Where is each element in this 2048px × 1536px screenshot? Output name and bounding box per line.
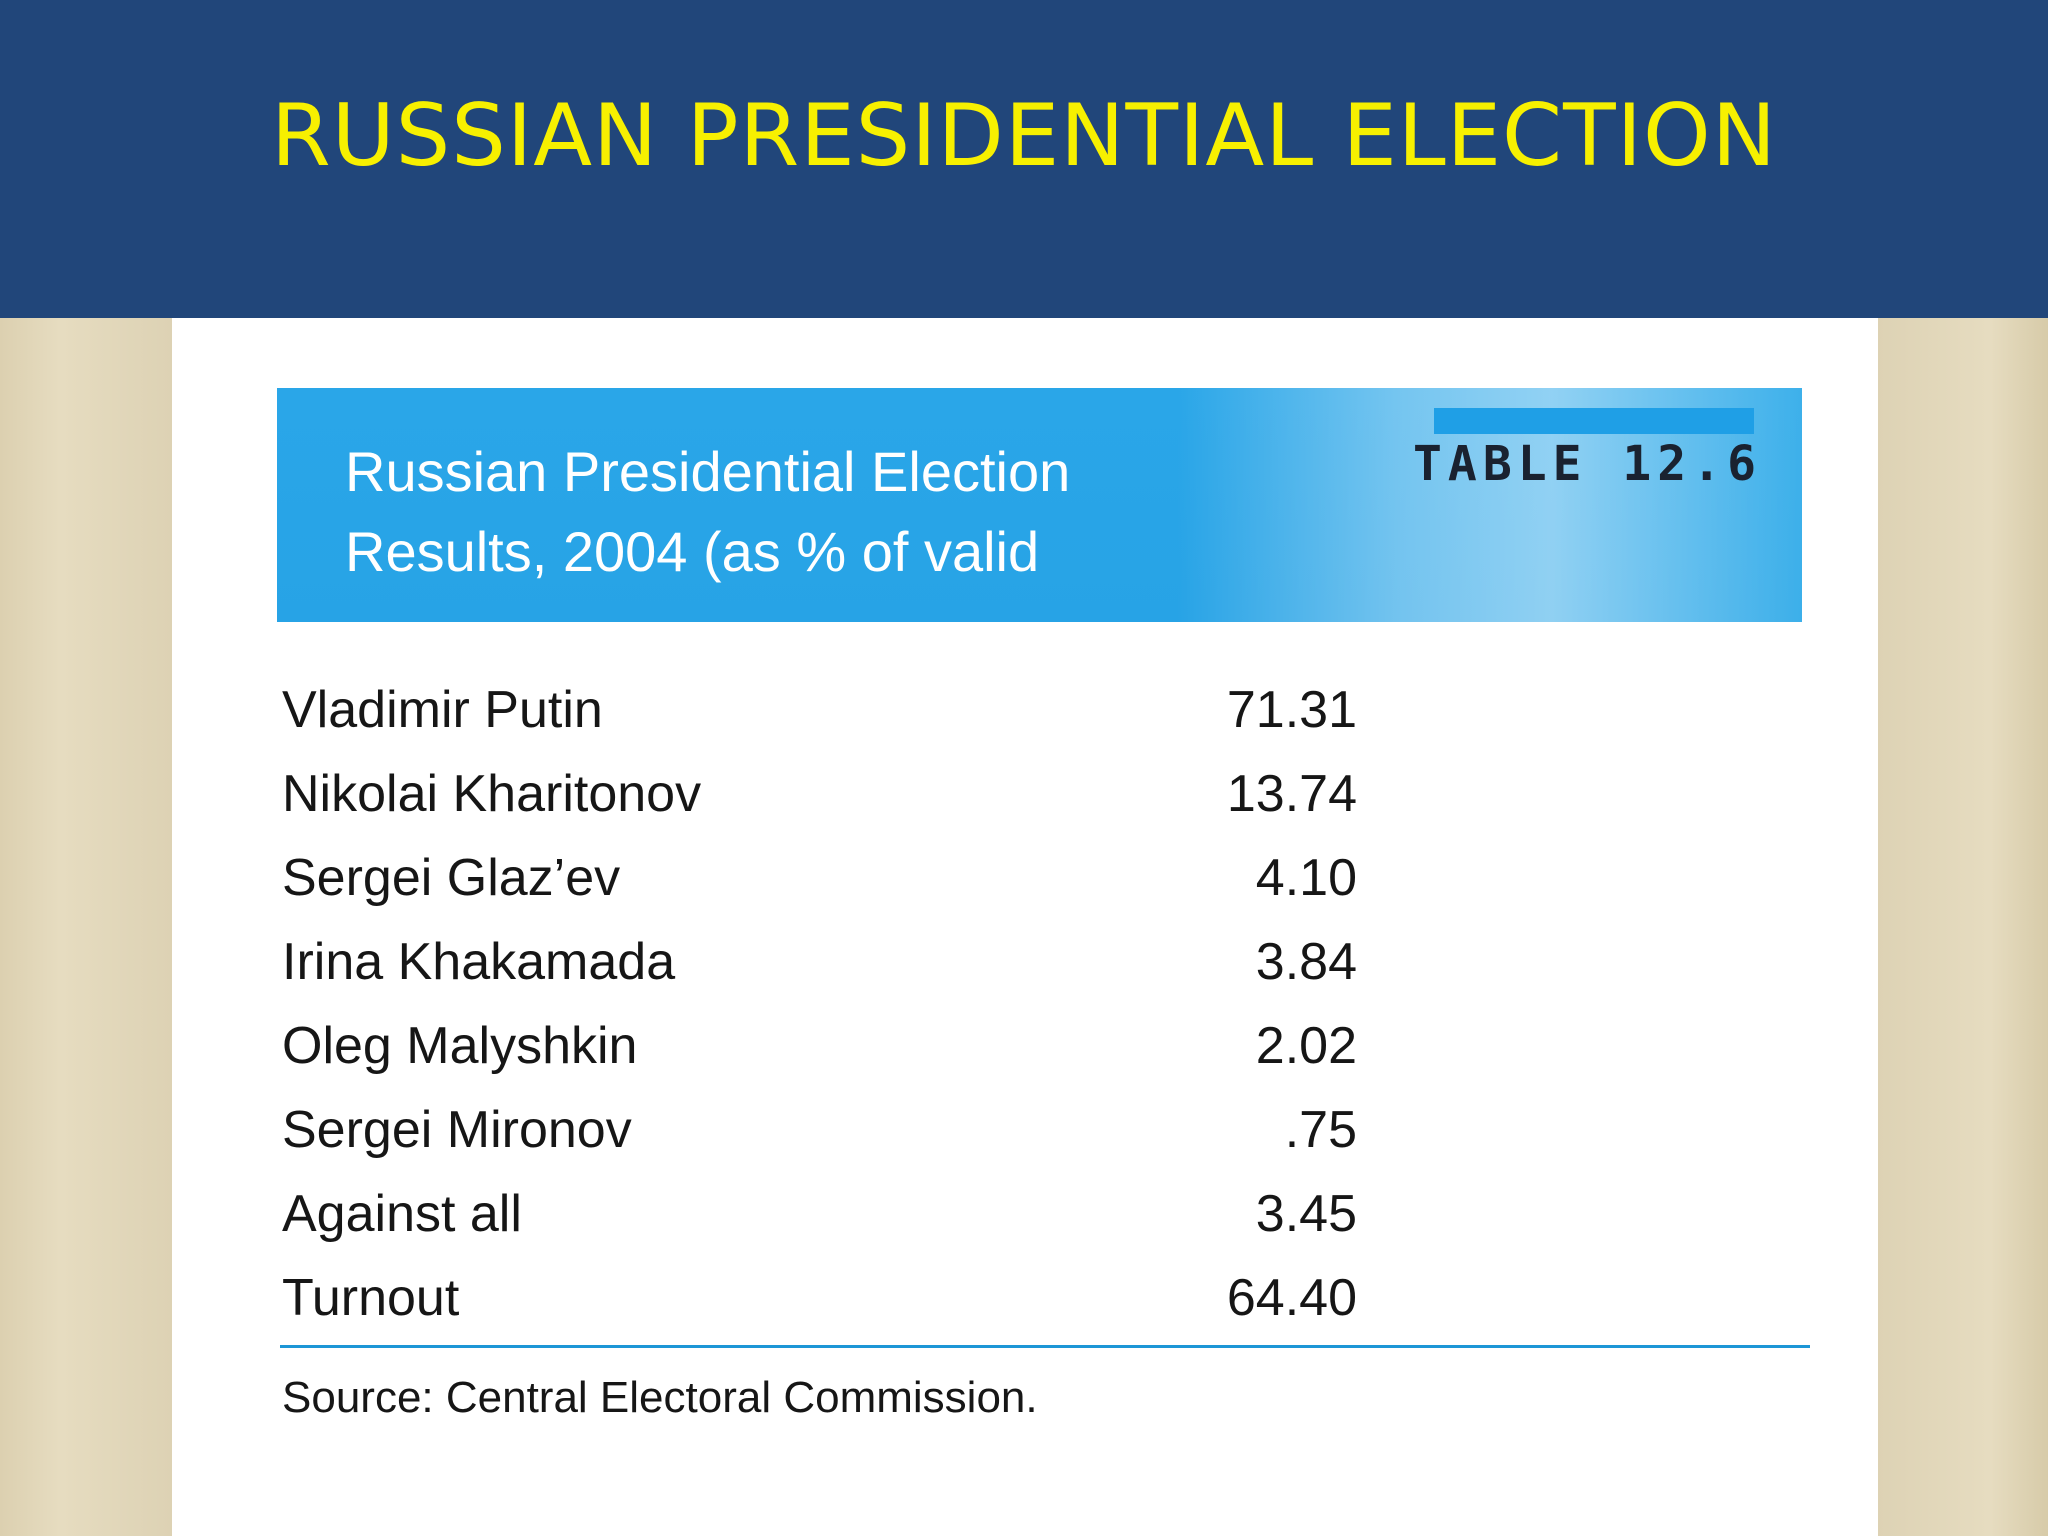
table-row: Sergei Mironov .75 [282, 1088, 1742, 1172]
candidate-name: Oleg Malyshkin [282, 1017, 638, 1075]
header-tab [1434, 408, 1754, 434]
candidate-name: Vladimir Putin [282, 681, 603, 739]
table-row: Nikolai Kharitonov 13.74 [282, 752, 1742, 836]
table-row: Irina Khakamada 3.84 [282, 920, 1742, 1004]
table-header: Russian Presidential Election Results, 2… [277, 388, 1802, 622]
vote-percent: 13.74 [1226, 765, 1357, 823]
turnout-percent: 64.40 [1226, 1269, 1357, 1327]
table-row: Oleg Malyshkin 2.02 [282, 1004, 1742, 1088]
results-table: Vladimir Putin 71.31 Nikolai Kharitonov … [282, 668, 1742, 1340]
vote-percent: 3.84 [1255, 933, 1357, 991]
table-row: Turnout 64.40 [282, 1256, 1742, 1340]
table-rule [280, 1345, 1810, 1348]
candidate-name: Sergei Glaz’ev [282, 849, 621, 907]
candidate-name: Sergei Mironov [282, 1101, 632, 1159]
vote-percent: 2.02 [1255, 1017, 1357, 1075]
slide-title: RUSSIAN PRESIDENTIAL ELECTION [270, 86, 1778, 186]
vote-percent: 71.31 [1226, 681, 1357, 739]
table-number: TABLE 12.6 [1413, 436, 1762, 492]
title-bar: RUSSIAN PRESIDENTIAL ELECTION [0, 0, 2048, 318]
candidate-name: Irina Khakamada [282, 933, 676, 991]
vote-percent: .75 [1284, 1101, 1357, 1159]
table-row: Against all 3.45 [282, 1172, 1742, 1256]
candidate-name: Nikolai Kharitonov [282, 765, 702, 823]
row-label: Turnout [282, 1269, 460, 1327]
table-row: Vladimir Putin 71.31 [282, 668, 1742, 752]
table-row: Sergei Glaz’ev 4.10 [282, 836, 1742, 920]
table-panel: Russian Presidential Election Results, 2… [172, 318, 1878, 1536]
table-source: Source: Central Electoral Commission. [282, 1373, 1038, 1422]
vote-percent: 3.45 [1255, 1185, 1357, 1243]
row-label: Against all [282, 1185, 522, 1243]
vote-percent: 4.10 [1255, 849, 1357, 907]
table-title: Russian Presidential Election Results, 2… [345, 440, 1071, 583]
